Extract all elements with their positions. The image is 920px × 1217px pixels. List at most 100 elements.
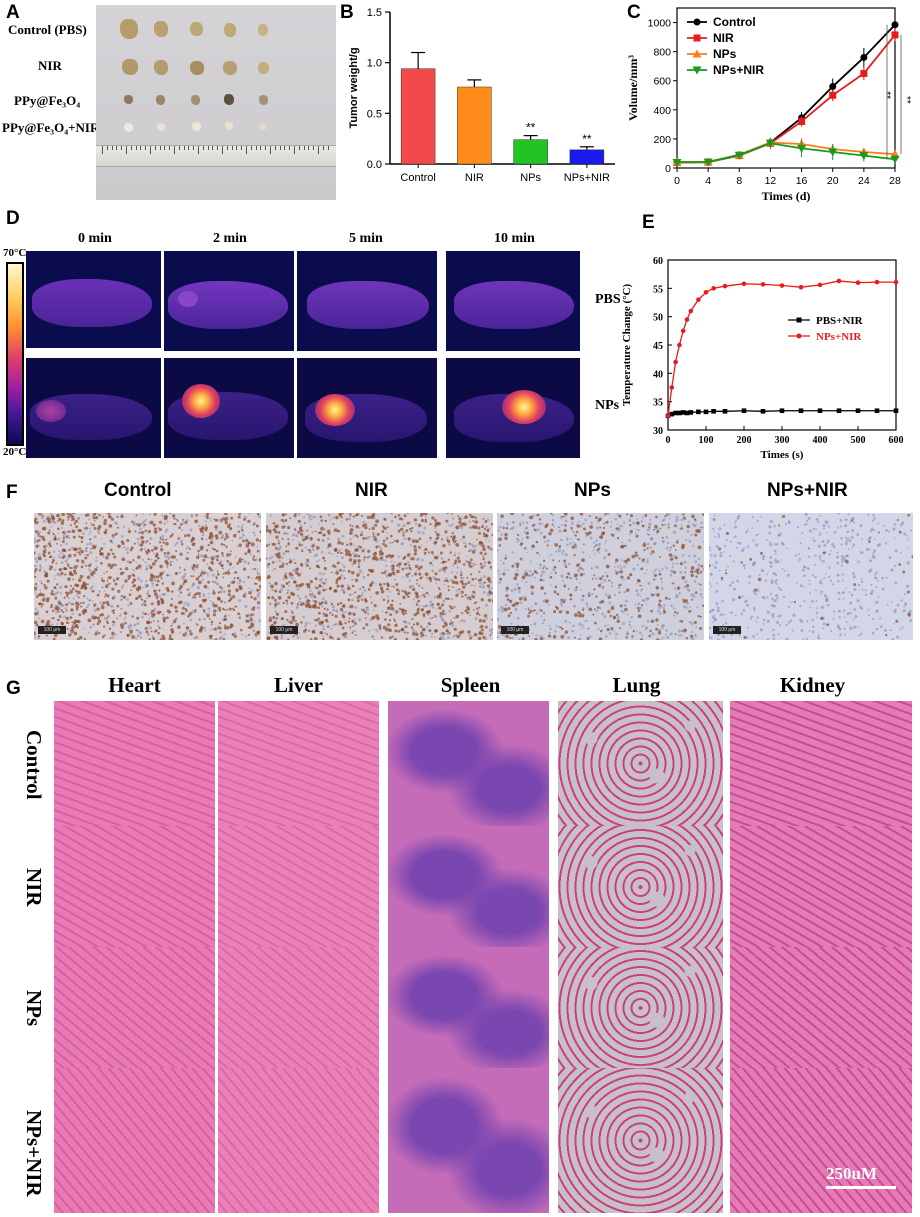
stained-cell [503,607,508,612]
stained-cell [369,583,373,588]
stained-cell [104,528,108,532]
stained-cell [57,618,60,622]
x-tick-label: 0 [674,175,680,187]
nucleus [423,526,427,530]
nucleus [812,527,815,530]
stained-cell [555,605,558,609]
stained-cell [142,541,145,544]
nucleus [808,583,811,586]
stained-cell [61,540,65,544]
nucleus [531,632,534,635]
x-axis-label: Times (d) [762,189,811,203]
stained-cell [422,614,426,618]
nucleus [835,555,840,559]
stained-cell [170,630,175,634]
nucleus [547,603,550,606]
stained-cell [51,589,54,593]
thermal-pbs-0min [26,251,161,348]
stained-cell [356,535,359,538]
stained-cell [105,555,109,560]
stained-cell [67,530,70,534]
stained-cell [81,559,85,563]
nucleus [795,581,798,584]
nucleus [662,636,665,639]
nucleus [615,632,618,636]
stained-cell [252,523,255,526]
stained-cell [277,539,280,542]
stained-cell [192,575,195,578]
nucleus [822,622,826,626]
stained-cell [618,514,622,518]
nucleus [561,610,564,613]
stained-cell [106,617,109,620]
stained-cell [47,542,51,546]
nucleus [608,631,612,635]
stained-cell [424,572,429,577]
nucleus [497,608,500,612]
nucleus [856,599,860,603]
nucleus [779,532,782,534]
stained-cell [564,513,568,516]
stained-cell [274,581,278,586]
stained-cell [451,580,456,585]
nucleus [363,589,367,592]
stained-cell [629,523,632,527]
stained-cell [45,517,49,521]
stained-cell [197,580,202,585]
nucleus [804,513,808,517]
nucleus [906,561,910,565]
stained-cell [74,571,78,575]
stained-cell [619,627,621,630]
stained-cell [362,608,366,612]
stained-cell [635,534,639,538]
stained-cell [666,513,669,516]
nucleus [630,626,632,629]
stained-cell [453,561,457,565]
data-point [669,411,675,417]
nucleus [461,576,465,580]
nucleus [773,599,777,603]
stained-cell [469,513,472,517]
nucleus [600,582,603,585]
stained-cell [624,604,627,607]
nucleus [718,569,721,572]
nucleus [693,525,696,528]
nucleus [530,605,533,608]
stained-cell [34,633,36,636]
nucleus [115,522,118,525]
stained-cell [569,598,573,601]
nucleus [426,625,429,629]
stained-cell [65,603,68,607]
stained-cell [75,601,79,606]
nucleus [620,609,624,613]
stained-cell [845,554,848,557]
nucleus [90,524,93,527]
stained-cell [96,566,99,569]
nucleus [439,562,442,564]
stained-cell [169,560,172,563]
nucleus [906,538,909,541]
stained-cell [486,528,489,531]
nucleus [76,551,78,554]
nucleus [241,524,244,527]
stained-cell [36,539,40,543]
ruler-tick [202,146,204,150]
stained-cell [440,611,445,616]
nucleus [806,620,809,623]
nucleus [426,613,430,616]
stained-cell [110,563,115,568]
nucleus [603,579,607,583]
stained-cell [434,577,438,581]
nucleus [324,578,328,582]
nucleus [585,535,588,538]
stained-cell [519,523,522,526]
nucleus [574,545,578,549]
ruler-tick [279,146,281,150]
nucleus [811,574,815,577]
stained-cell [219,585,222,589]
stained-cell [57,601,62,606]
nucleus [433,595,437,599]
nucleus [690,637,693,640]
nucleus [309,589,312,593]
stained-cell [137,564,142,568]
